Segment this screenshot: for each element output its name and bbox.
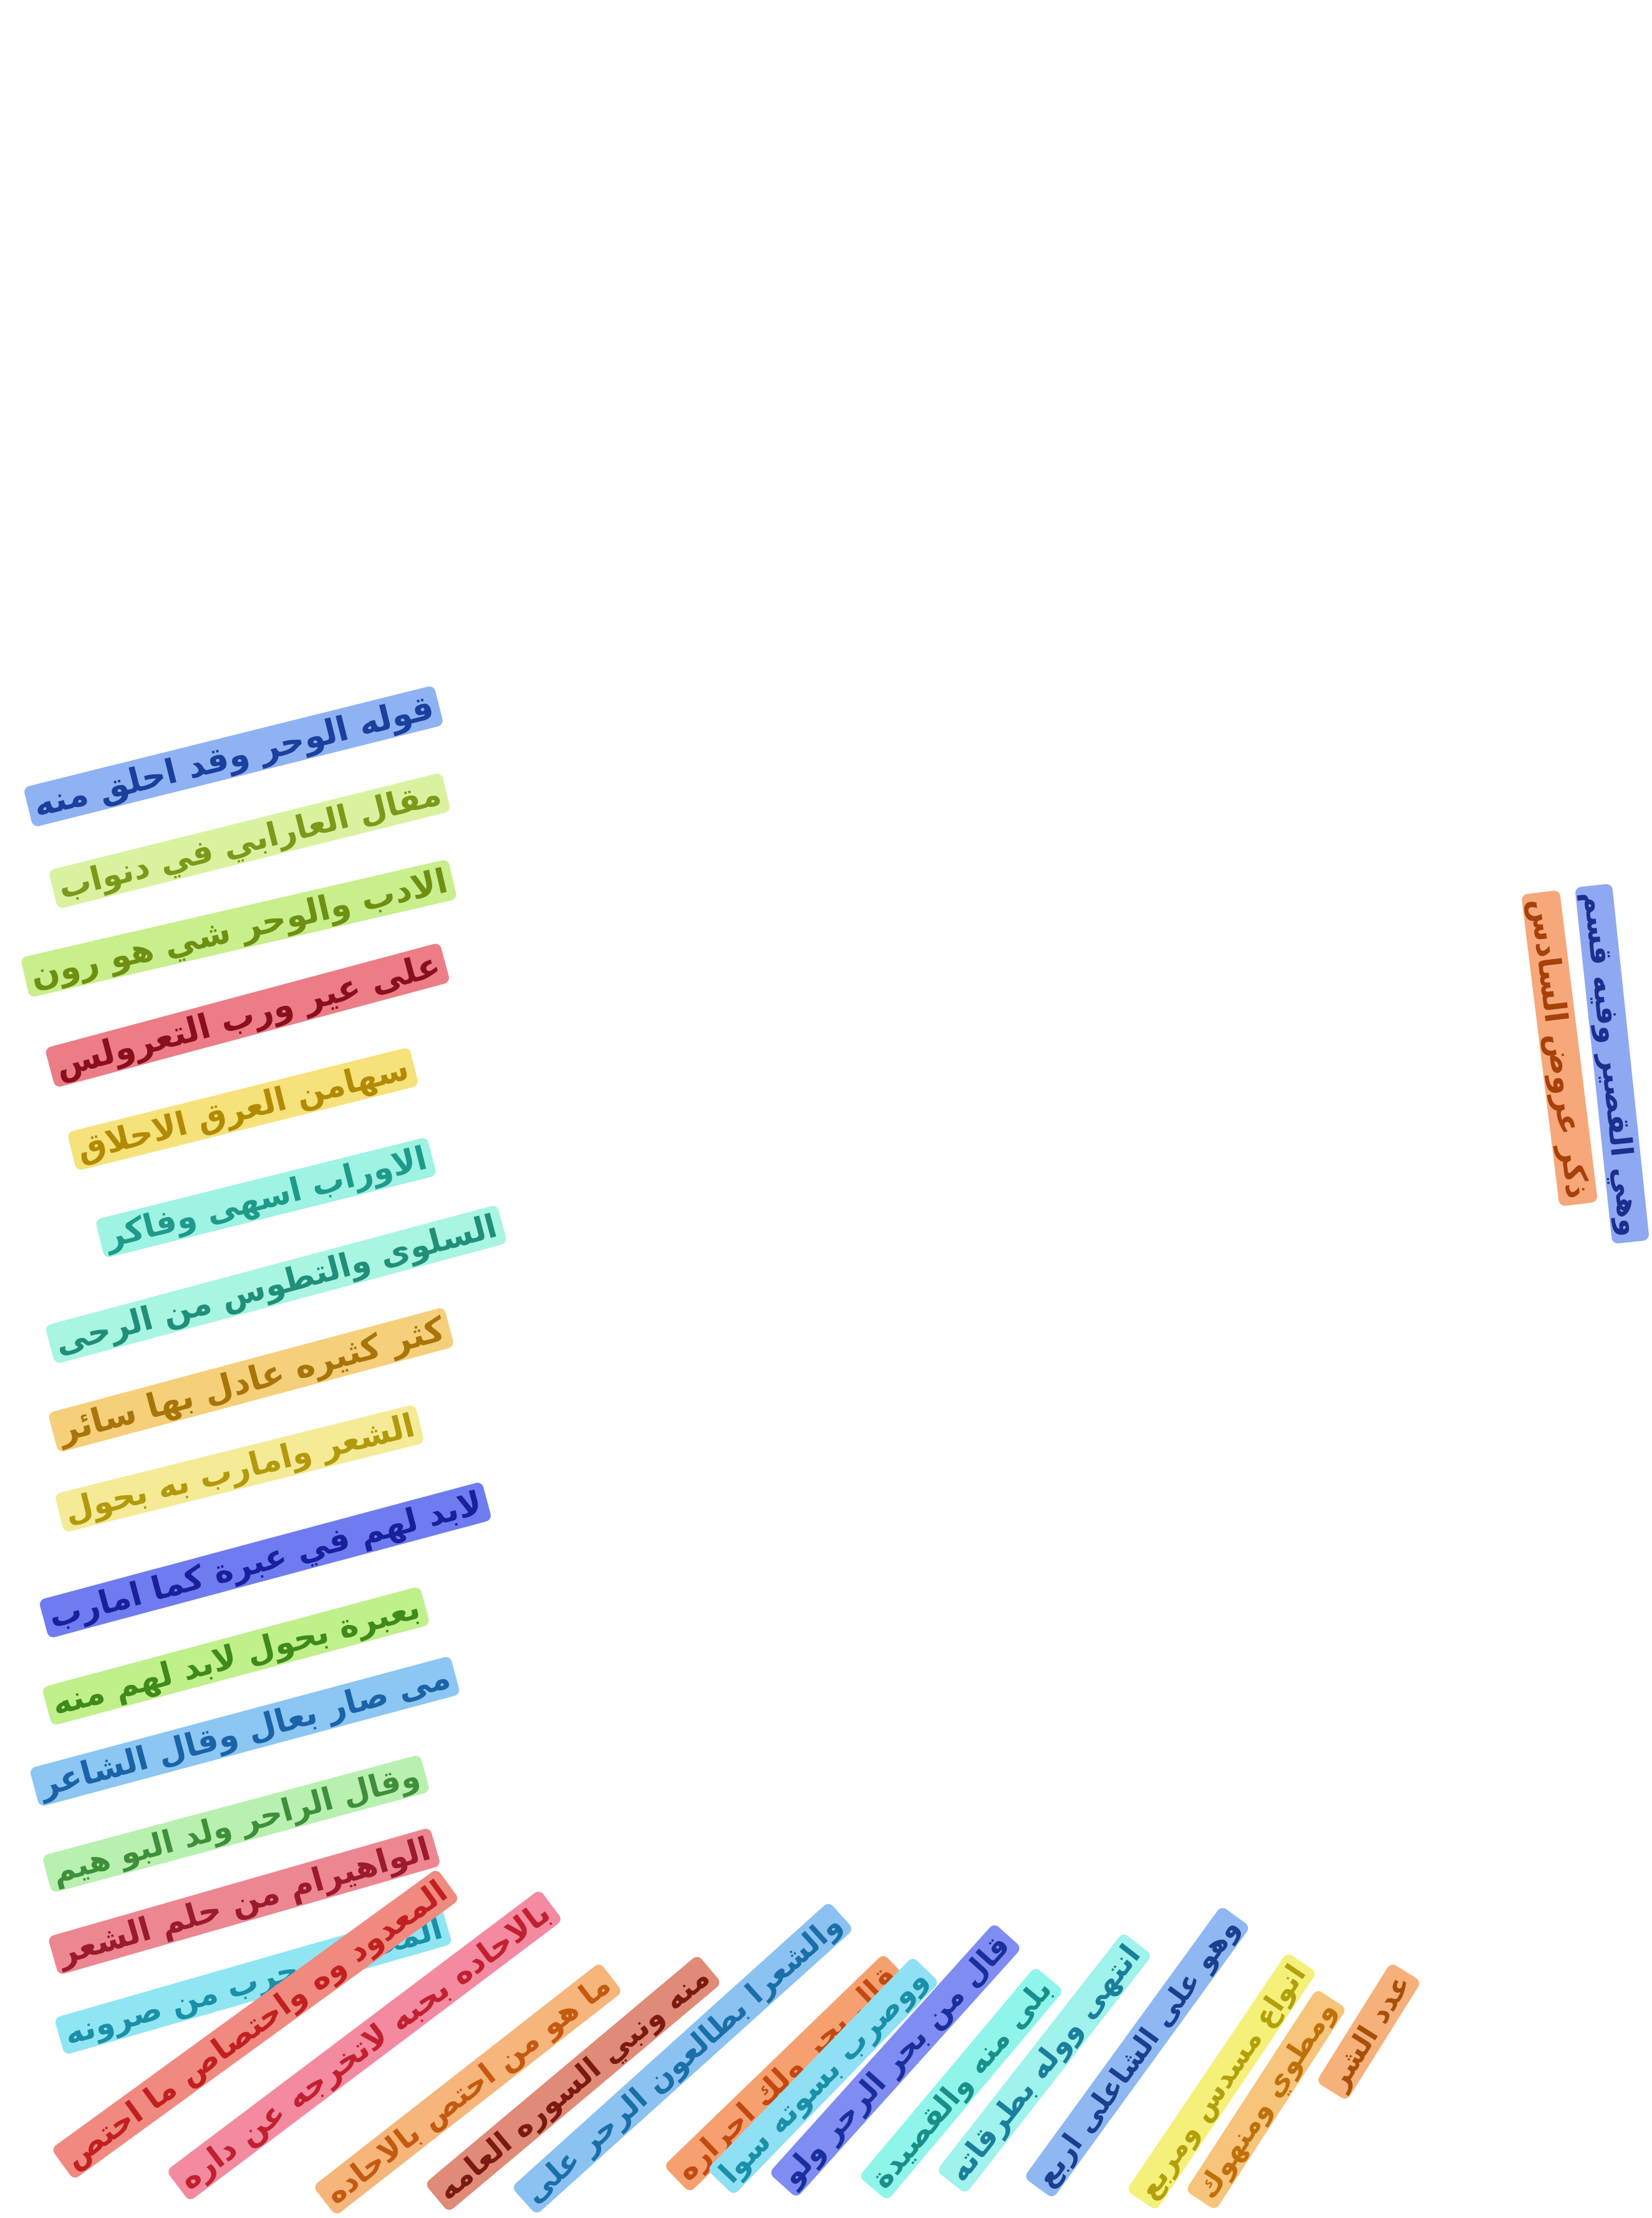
bottom-line-14: عدد الشر	[1316, 1962, 1422, 2101]
bottom-line-14-text: عدد الشر	[1316, 1962, 1422, 2101]
